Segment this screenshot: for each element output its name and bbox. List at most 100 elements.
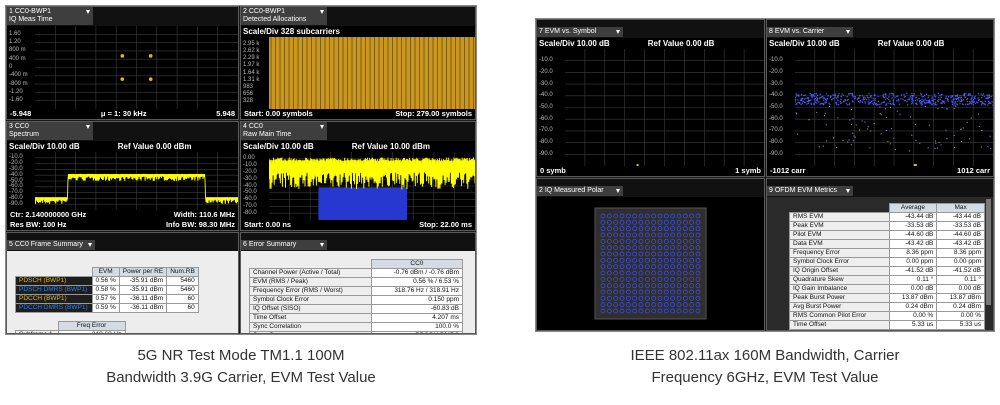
carrier-evm-point	[914, 123, 916, 126]
panel-body: 0.00 -10.0 -20.0 -30.0 -40.0 -50.0 -60.0 -70.0-…	[241, 152, 475, 220]
carrier-evm-point	[795, 93, 797, 95]
carrier-evm-point	[863, 96, 865, 98]
carrier-evm-point	[931, 96, 933, 98]
carrier-evm-point	[910, 103, 913, 105]
carrier-evm-point	[846, 95, 848, 98]
carrier-evm-point	[906, 100, 908, 103]
allocation-fill	[269, 37, 475, 109]
y-tick-label: -30.0	[9, 165, 23, 172]
carrier-evm-point	[889, 93, 891, 95]
carrier-evm-point	[807, 98, 810, 100]
carrier-evm-point	[977, 93, 980, 95]
y-tick-label: 0	[9, 64, 13, 70]
table-row: IQ Gain Imbalance 0.00 dB 0.00 dB	[789, 284, 985, 294]
constellation-point	[670, 295, 676, 301]
table-row: IQ Origin Offset -41.52 dB -41.52 dB	[789, 266, 985, 276]
carrier-evm-point	[974, 98, 976, 100]
table-row: IQ Offset (SISO) -60.83 dB	[249, 304, 464, 314]
carrier-evm-point	[900, 98, 902, 100]
constellation-point	[600, 219, 606, 225]
constellation-point	[613, 289, 619, 295]
carrier-evm-point	[835, 146, 838, 149]
carrier-evm-point	[892, 102, 894, 105]
carrier-evm-point	[970, 117, 972, 119]
constellation-point	[644, 257, 650, 263]
constellation-point	[120, 77, 125, 81]
caption: 5G NR Test Mode TM1.1 100M Bandwidth 3.9G…	[5, 345, 477, 389]
carrier-evm-point	[874, 98, 876, 100]
carrier-evm-point	[978, 98, 980, 101]
carrier-evm-point	[992, 104, 993, 106]
carrier-evm-point	[990, 147, 992, 149]
carrier-evm-point	[836, 103, 838, 106]
panel-body: 2.95 k 2.62 k 2.29 k 1.97 k 1.64 k 1.31 k 983 6…	[241, 37, 475, 109]
carrier-evm-point	[802, 97, 804, 100]
table-cell: 0.00 %	[936, 311, 985, 321]
carrier-evm-point	[984, 100, 986, 102]
carrier-evm-point	[795, 101, 796, 103]
carrier-evm-point	[837, 94, 839, 97]
constellation-point	[600, 245, 606, 251]
carrier-evm-point	[914, 99, 917, 102]
carrier-evm-point	[890, 103, 892, 105]
y-tick-label: -1.60	[9, 97, 23, 104]
carrier-evm-point	[795, 98, 796, 100]
y-tick-label: -20.0	[539, 68, 553, 75]
constellation-point	[676, 226, 682, 232]
constellation-point	[644, 226, 650, 232]
carrier-evm-point	[987, 96, 989, 98]
carrier-evm-point	[934, 93, 936, 96]
constellation-point	[600, 257, 606, 263]
constellation-point	[689, 283, 695, 289]
table-cell: -0.76 dBm / -0.76 dBm	[370, 268, 464, 278]
footer-text: Stop: 279.00 symbols	[395, 109, 472, 118]
constellation-point	[651, 226, 657, 232]
constellation-point	[600, 270, 606, 276]
constellation-point	[651, 276, 657, 282]
carrier-evm-point	[894, 149, 896, 151]
carrier-evm-point	[820, 96, 823, 98]
carrier-evm-point	[890, 128, 893, 130]
table-row: EVM (RMS / Peak) 0.56 % / 6.53 %	[249, 277, 464, 287]
footer-text: -5.948	[10, 109, 32, 118]
carrier-evm-point	[830, 98, 833, 101]
carrier-evm-point	[959, 95, 961, 97]
table-cell: 0.56 %	[91, 276, 120, 286]
constellation-point	[657, 219, 663, 225]
constellation-point	[638, 213, 644, 219]
constellation-point	[670, 264, 676, 270]
table-cell: 0.11 °	[888, 275, 938, 285]
panel-footer: Start: 0.00 symbols Stop: 279.00 symbols	[241, 109, 475, 119]
table-row: Symbol Clock Error 0.150 ppm	[249, 295, 464, 305]
panel: 4 CC0 Raw Main Time Scale/Div 10.00 dB Ref …	[240, 121, 476, 231]
panel: 7 EVM vs. Symbol Scale/Div 10.00 dB Ref Va…	[536, 19, 765, 177]
y-tick-label: -70.0	[243, 202, 257, 209]
carrier-evm-point	[911, 102, 914, 104]
carrier-evm-point	[904, 99, 907, 102]
table-cell: 5.33 us	[888, 320, 938, 330]
carrier-evm-point	[988, 96, 991, 99]
table-cell: 0.00 dB	[888, 284, 938, 294]
panel-title-box: 8 EVM vs. Carrier	[767, 27, 853, 37]
constellation-point	[689, 257, 695, 263]
constellation-point	[670, 302, 676, 308]
y-tick-label: -60.0	[769, 115, 783, 122]
table-cell: 13.87 dBm	[936, 293, 985, 303]
constellation-point	[689, 289, 695, 295]
plot	[795, 49, 993, 166]
scale-line: Scale/Div 10.00 dB Ref Value 0.00 dBm	[7, 141, 238, 152]
carrier-evm-point	[870, 95, 872, 97]
row-label: Avg Burst Power	[789, 302, 890, 312]
carrier-evm-point	[801, 102, 804, 104]
caption: IEEE 802.11ax 160M Bandwidth, Carrier Fre…	[535, 345, 995, 389]
y-tick-label: -10.0	[243, 162, 257, 169]
plot-area	[795, 49, 993, 166]
table-row: PDCCH DMRS (BWP1) 0.59 % -36.11 dBm 60	[15, 303, 199, 313]
y-tick-label: -70.0	[9, 189, 23, 196]
panel-title: 8 EVM vs. Carrier	[769, 28, 825, 35]
carrier-evm-point	[925, 93, 928, 95]
y-tick-label: -80.0	[769, 139, 783, 146]
footer-text: 5.948	[216, 109, 235, 118]
carrier-evm-point	[885, 96, 887, 98]
plot	[269, 37, 475, 109]
